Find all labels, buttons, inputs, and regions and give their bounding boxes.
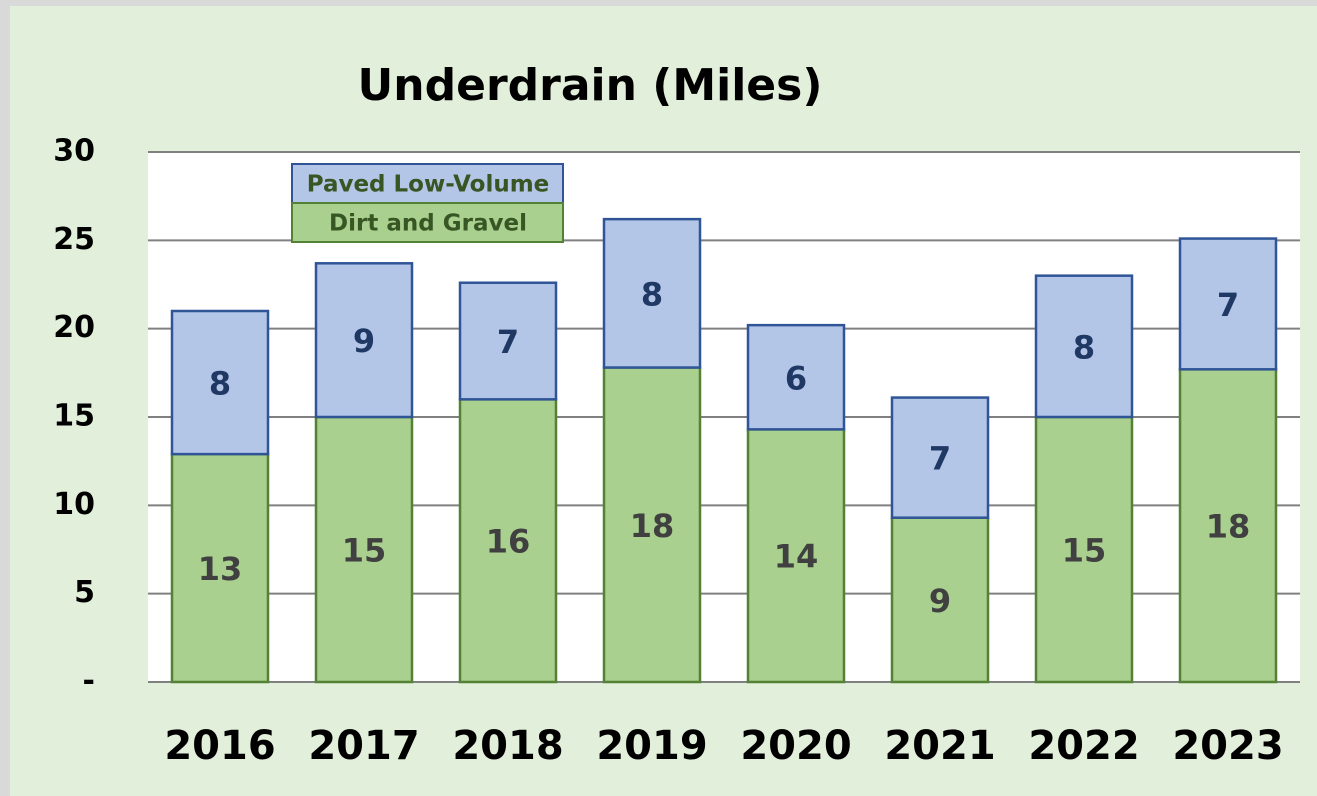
data-label: 13 xyxy=(198,550,243,588)
x-tick-label: 2023 xyxy=(1172,723,1283,769)
data-label: 8 xyxy=(1073,328,1095,366)
data-label: 15 xyxy=(1062,532,1107,570)
x-tick-label: 2017 xyxy=(308,723,419,769)
bar-segment xyxy=(458,398,558,684)
bar-segment xyxy=(314,262,414,419)
data-label: 9 xyxy=(353,322,375,360)
y-tick-label: 25 xyxy=(53,222,95,257)
data-label: 9 xyxy=(929,582,951,620)
bar-segment xyxy=(314,415,414,684)
y-tick-label: 30 xyxy=(53,134,95,169)
data-label: 8 xyxy=(209,365,231,403)
bar-segment xyxy=(1034,274,1134,419)
y-tick-label: 15 xyxy=(53,399,95,434)
legend-label: Paved Low-Volume xyxy=(307,172,550,198)
bar-segment xyxy=(1178,368,1278,684)
bar-segment xyxy=(170,309,270,456)
x-tick-label: 2020 xyxy=(740,723,851,769)
x-tick-label: 2018 xyxy=(452,723,563,769)
chart-title: Underdrain (Miles) xyxy=(358,60,823,111)
y-tick-label: 5 xyxy=(74,575,95,610)
data-label: 7 xyxy=(1217,286,1239,324)
x-tick-label: 2016 xyxy=(164,723,275,769)
data-label: 18 xyxy=(630,507,675,545)
y-tick-label: 20 xyxy=(53,310,95,345)
bar-segment xyxy=(458,281,558,401)
data-label: 7 xyxy=(497,323,519,361)
data-label: 18 xyxy=(1206,508,1251,546)
y-tick-label: - xyxy=(83,664,95,699)
bar-segment xyxy=(746,323,846,431)
data-label: 8 xyxy=(641,275,663,313)
bar-segment xyxy=(746,428,846,684)
x-tick-label: 2019 xyxy=(596,723,707,769)
legend-box xyxy=(291,202,564,243)
bar-segment xyxy=(602,217,702,369)
legend-box xyxy=(291,163,564,204)
bar-segment xyxy=(890,396,990,519)
bar-segment xyxy=(1178,237,1278,371)
data-label: 14 xyxy=(774,538,819,576)
bar-segment xyxy=(170,452,270,684)
y-tick-label: 10 xyxy=(53,487,95,522)
data-label: 6 xyxy=(785,359,807,397)
data-label: 7 xyxy=(929,440,951,478)
bar-segment xyxy=(1034,415,1134,684)
x-tick-label: 2021 xyxy=(884,723,995,769)
legend-label: Dirt and Gravel xyxy=(329,211,527,237)
x-tick-label: 2022 xyxy=(1028,723,1139,769)
data-label: 15 xyxy=(342,532,387,570)
data-label: 16 xyxy=(486,523,531,561)
